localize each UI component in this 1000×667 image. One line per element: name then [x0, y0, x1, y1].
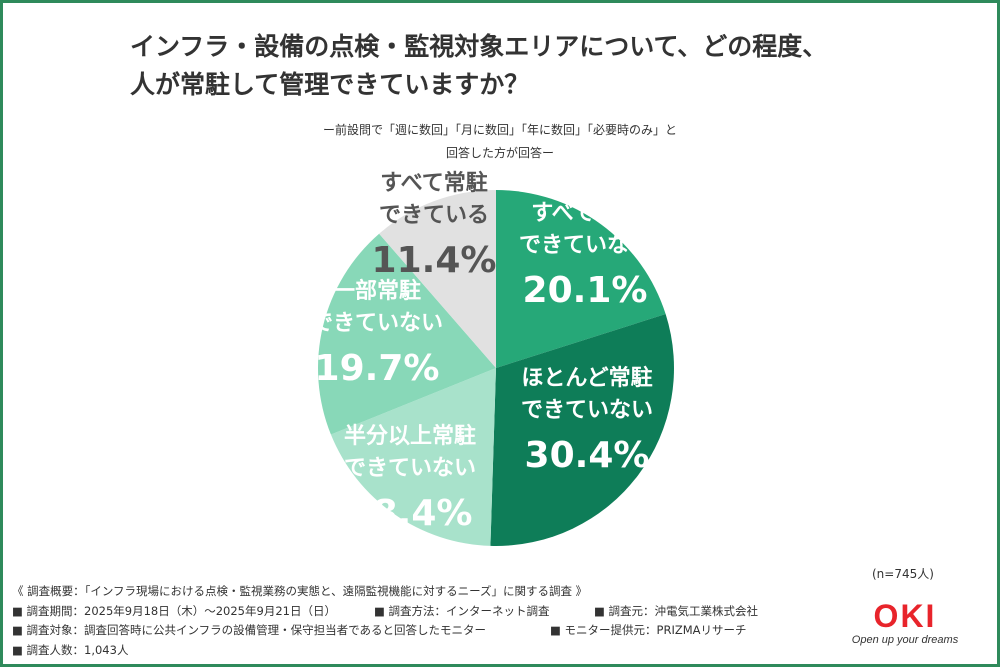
slice-value-3: 18.4%: [348, 493, 473, 534]
slice-value-2: 30.4%: [525, 435, 650, 476]
summary-target: ■ 調査対象：調査回答時に公共インフラの設備管理・保守担当者であると回答したモニ…: [12, 623, 487, 637]
summary-count: ■ 調査人数：1,043人: [12, 642, 129, 657]
chart-title: インフラ・設備の点検・監視対象エリアについて、どの程度、 人が常駐して管理できて…: [130, 28, 910, 104]
slice-label-4-line-1: 一部常駐: [333, 278, 421, 304]
oki-logo-mark: OKI: [873, 598, 937, 634]
oki-logo: OKI Open up your dreams: [850, 600, 960, 646]
chart-title-line-1: インフラ・設備の点検・監視対象エリアについて、どの程度、: [130, 32, 828, 61]
slice-label-2-line-2: できていない: [521, 398, 653, 423]
summary-source: ■ 調査元：沖電気工業株式会社: [594, 603, 759, 618]
pie-slice-3: [330, 368, 496, 546]
chart-title-line-2: 人が常駐して管理できていますか？: [130, 70, 530, 99]
pie-slice-2: [490, 314, 674, 546]
slice-label-5-line-2: できている: [379, 203, 489, 228]
summary-period: ■ 調査期間：2025年9月18日（木）～2025年9月21日（日）: [12, 603, 336, 618]
slice-label-3-line-2: できていない: [344, 456, 476, 481]
slice-value-4: 19.7%: [315, 348, 440, 389]
chart-subtitle-line-1: ー前設問で「週に数回」「月に数回」「年に数回」「必要時のみ」と: [322, 123, 677, 137]
slice-value-5: 11.4%: [372, 240, 497, 281]
summary-method: ■ 調査方法：インターネット調査: [374, 603, 550, 618]
slice-label-2-line-1: ほとんど常駐: [521, 365, 652, 391]
pie-slice-1: [496, 190, 666, 368]
summary-title: 《 調査概要：「インフラ現場における点検・監視業務の実態と、遠隔監視機能に対する…: [12, 584, 588, 598]
chart-subtitle-line-2: 回答した方が回答ー: [445, 146, 554, 160]
chart-subtitle: ー前設問で「週に数回」「月に数回」「年に数回」「必要時のみ」と 回答した方が回答…: [0, 119, 1000, 165]
summary-provider: ■ モニター提供元：PRIZMAリサーチ: [550, 623, 747, 637]
slice-label-1-line-1: すべて常駐: [531, 200, 639, 226]
respondents-note: (n=745人): [872, 567, 934, 581]
slice-label-1-line-2: できていない: [519, 233, 651, 258]
slice-label-3-line-1: 半分以上常駐: [344, 423, 476, 449]
slice-value-1: 20.1%: [523, 270, 648, 311]
slice-label-5-line-1: すべて常駐: [380, 170, 488, 196]
slice-label-4-line-2: できていない: [311, 311, 443, 336]
oki-logo-tagline: Open up your dreams: [851, 634, 959, 646]
pie-slice-4: [317, 233, 496, 435]
pie-slice-5: [379, 190, 496, 368]
